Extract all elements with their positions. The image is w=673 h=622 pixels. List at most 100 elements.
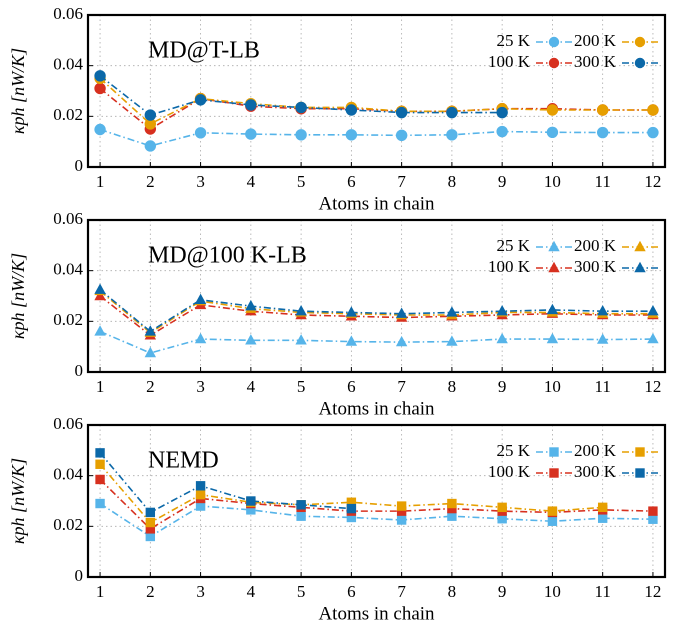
x-tick-label: 12 [644,172,661,191]
y-tick-label: 0 [75,156,84,175]
legend-label: 25 K [496,31,530,50]
marker [144,109,157,121]
marker [145,524,156,534]
marker [94,325,106,336]
y-tick-label: 0.02 [53,310,83,329]
x-tick-label: 5 [297,582,306,601]
marker [647,332,659,344]
marker [596,305,609,316]
x-axis-label: Atoms in chain [318,193,435,214]
marker [396,501,407,511]
legend-marker [549,468,559,478]
marker [144,140,157,152]
marker [597,513,608,523]
x-tick-label: 11 [594,582,610,601]
marker [447,503,457,514]
legend-marker [635,447,645,457]
series-line [99,290,653,334]
marker [596,126,609,139]
marker [194,127,207,139]
y-tick-label: 0.04 [53,465,83,484]
x-tick-label: 8 [448,172,457,191]
marker [145,507,156,518]
series [94,325,659,358]
series-line [99,128,653,147]
legend-marker [634,36,646,48]
y-tick-label: 0.06 [53,4,83,23]
y-axis-label: κph [nW/K] [8,48,28,134]
marker [648,506,658,516]
legend-marker [634,240,646,252]
marker [246,496,256,506]
marker [395,307,408,318]
y-tick-label: 0 [75,361,84,380]
y-tick-label: 0.02 [53,105,83,124]
marker [94,82,106,95]
x-tick-label: 11 [594,377,610,396]
x-tick-label: 12 [644,377,661,396]
x-tick-label: 8 [448,582,457,601]
axes-frame [86,218,667,374]
marker [496,332,508,344]
marker [195,481,206,491]
series-line [99,289,653,333]
series [94,70,508,121]
marker [447,511,457,521]
x-tick-label: 4 [247,377,256,396]
series-line [99,87,653,130]
marker [144,325,157,336]
marker [497,514,507,524]
x-tick-label: 6 [347,377,356,396]
marker [346,497,357,507]
axes-frame [86,423,667,579]
x-tick-label: 11 [594,172,610,191]
x-tick-label: 12 [644,582,661,601]
x-tick-label: 4 [247,582,256,601]
y-tick-label: 0.02 [53,515,83,534]
y-tick-label: 0 [75,566,84,585]
marker [395,335,408,347]
series-line [99,478,653,530]
x-tick-label: 3 [196,582,205,601]
marker [296,500,306,510]
legend-marker [635,468,645,478]
series-line [99,330,653,354]
marker [648,514,658,524]
x-tick-label: 7 [397,172,406,191]
marker [245,299,257,311]
axes-frame [86,13,667,169]
y-tick-label: 0.04 [53,260,83,279]
y-tick-label: 0.06 [53,209,83,228]
marker [496,125,508,138]
marker [194,332,207,344]
panel-label: NEMD [148,448,219,474]
marker [496,305,508,316]
x-tick-label: 9 [498,377,507,396]
legend-marker [634,57,646,69]
legend-label: 200 K [574,31,617,50]
marker [94,283,106,294]
series-line [99,75,503,116]
marker [446,306,458,317]
x-tick-label: 1 [96,582,105,601]
x-tick-label: 5 [297,377,306,396]
marker [94,123,106,136]
marker [396,515,407,525]
legend-marker [634,261,646,273]
marker [547,516,558,526]
marker [596,333,609,344]
marker [295,334,307,345]
marker [497,502,507,513]
x-tick-label: 9 [498,172,507,191]
legend-label: 25 K [496,236,530,255]
marker [194,94,207,106]
legend-label: 200 K [574,441,617,460]
marker [546,126,559,138]
y-axis-label: κph [nW/K] [8,253,28,339]
marker [245,334,257,345]
series-line [99,77,653,125]
series [95,459,608,528]
marker [295,129,307,141]
marker [446,335,458,346]
marker [647,305,659,316]
